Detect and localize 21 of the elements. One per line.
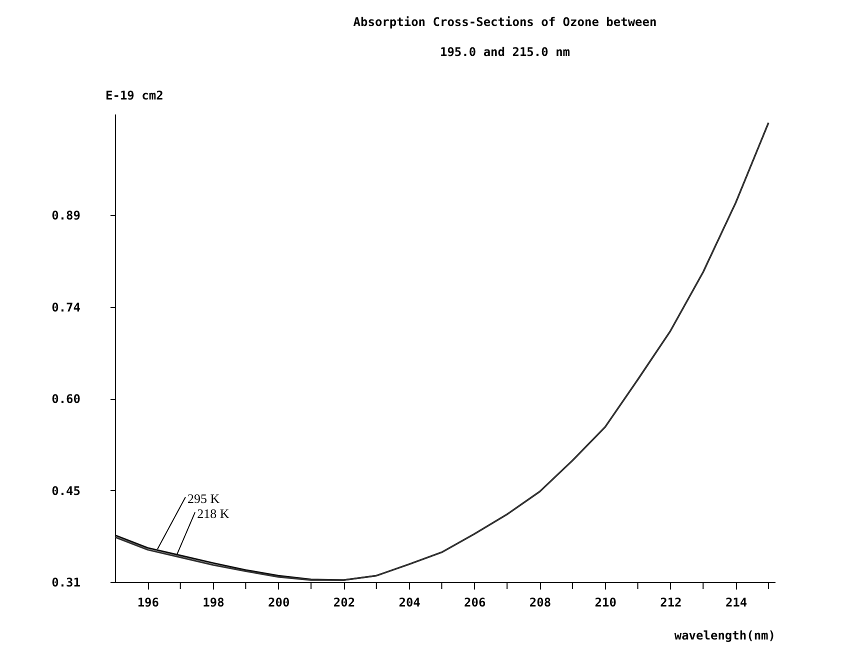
x-tick-label: 198 [202, 596, 224, 610]
y-tick-label: 0.31 [52, 576, 80, 590]
x-tick-label: 200 [268, 596, 290, 610]
text: 195.0 and 215.0 nm [440, 45, 570, 59]
x-axis-title: wavelength(nm) [674, 628, 776, 642]
x-tick-label: 210 [594, 596, 616, 610]
x-tick-label: 196 [137, 596, 160, 610]
y-tick-label: 0.74 [52, 300, 80, 314]
y-tick-label: 0.60 [52, 392, 80, 406]
x-tick-label: 206 [464, 596, 486, 610]
annotation: 295 K [187, 491, 220, 506]
y-axis-title: E-19 cm2 [106, 88, 164, 102]
x-tick-label: 208 [529, 596, 552, 610]
x-tick-label: 214 [725, 596, 748, 610]
annotation: 218 K [197, 506, 230, 522]
text: Absorption Cross-Sections of Ozone between [353, 15, 657, 29]
y-tick-label: 0.89 [52, 208, 80, 223]
x-tick-label: 204 [398, 596, 420, 610]
x-tick-label: 212 [660, 596, 682, 610]
y-tick-label: 0.45 [52, 484, 80, 498]
x-tick-label: 202 [333, 596, 356, 610]
